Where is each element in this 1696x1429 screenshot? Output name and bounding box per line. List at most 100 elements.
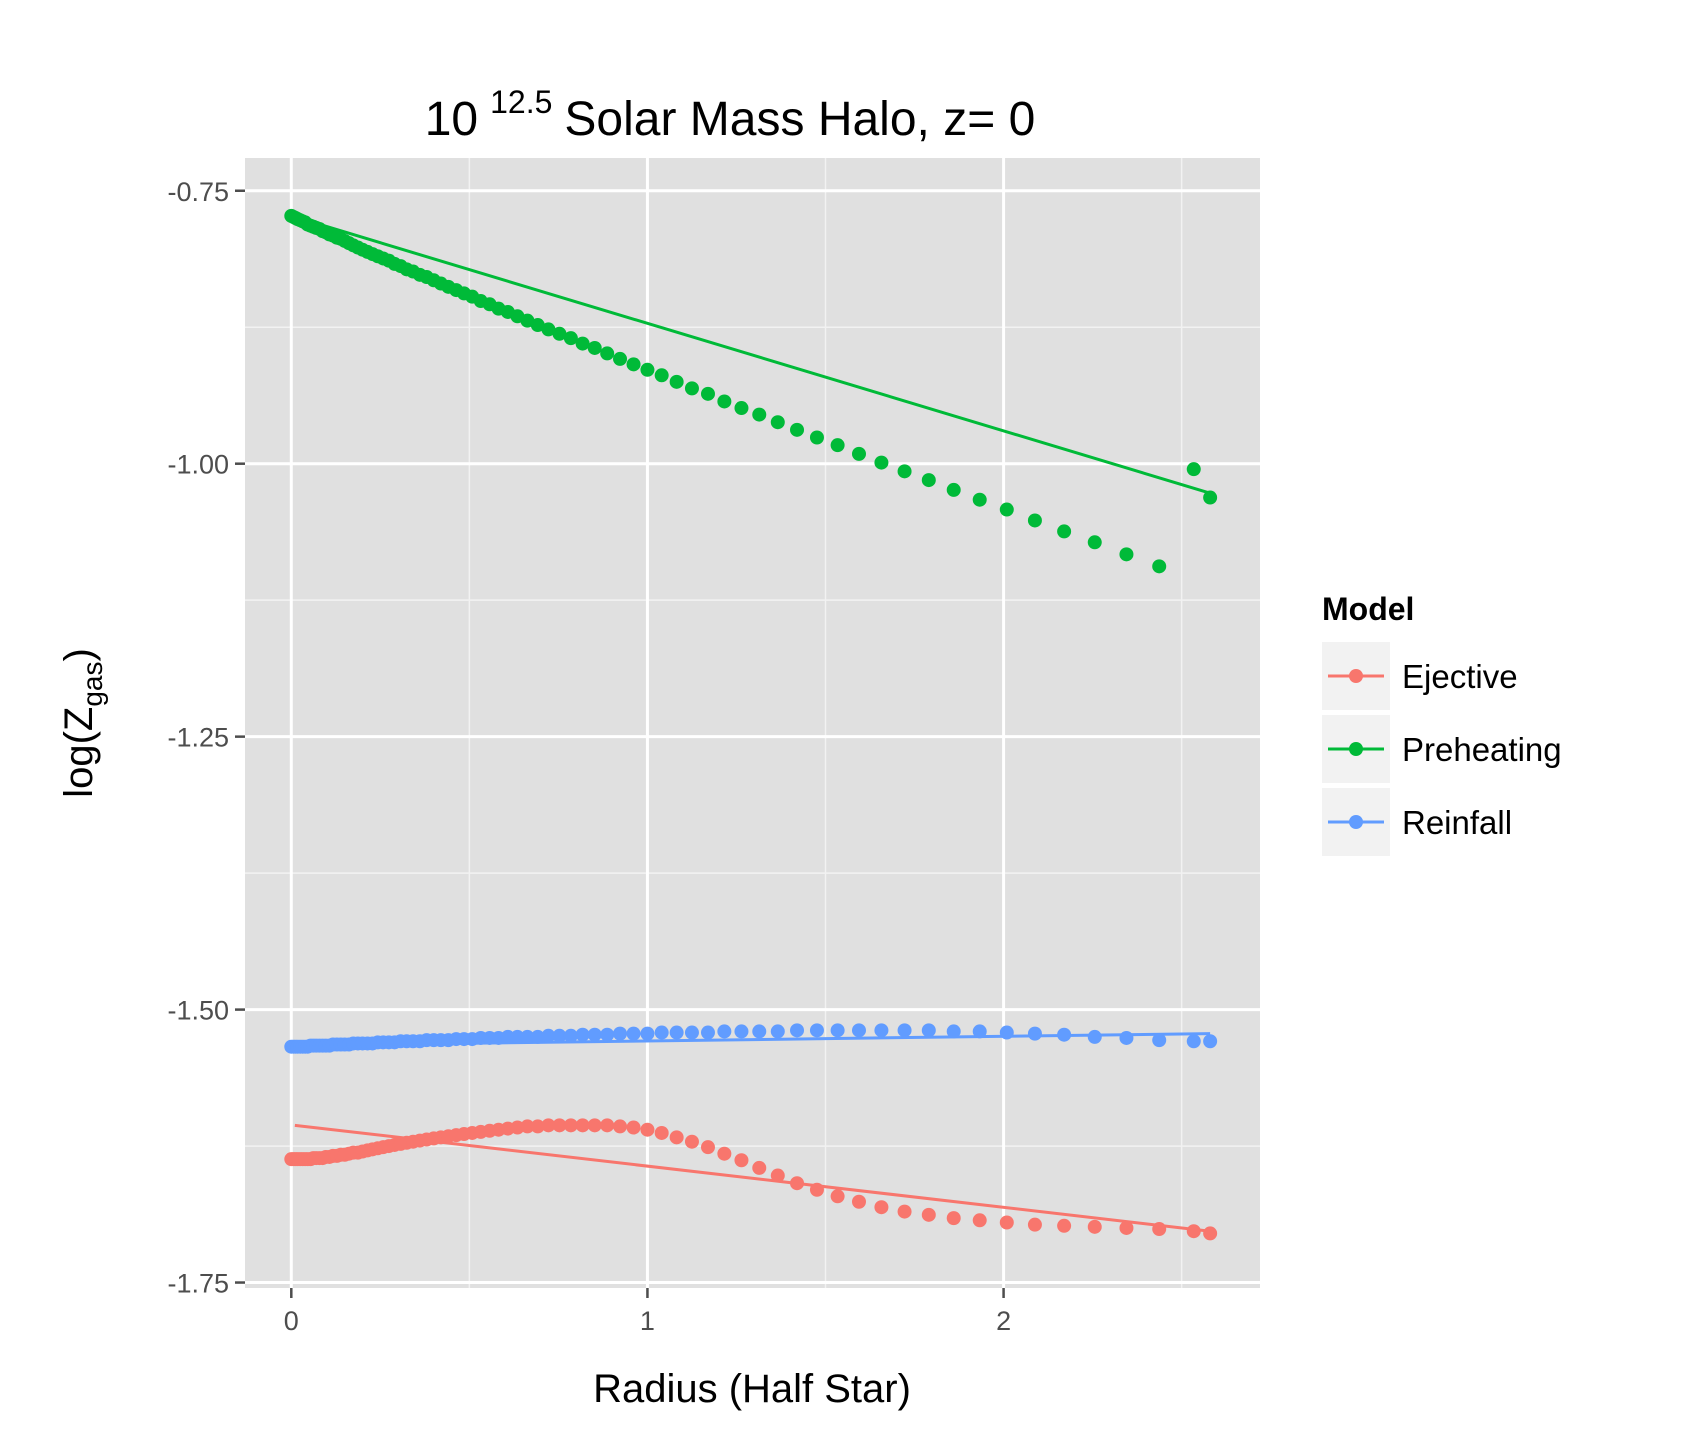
ejective-point [752,1160,767,1175]
ejective-point [552,1118,567,1133]
reinfall-point [921,1023,936,1038]
reinfall-point [654,1025,669,1040]
reinfall-point [790,1023,805,1038]
ejective-point [851,1194,866,1209]
reinfall-point [752,1024,767,1039]
preheating-point [541,322,556,337]
y-title-post: ) [57,648,101,661]
reinfall-point [1186,1034,1201,1049]
preheating-point [752,407,767,422]
preheating-point [654,368,669,383]
ejective-point [770,1168,785,1183]
ejective-point [613,1119,628,1134]
preheating-point [640,362,655,377]
ejective-point [626,1120,641,1135]
reinfall-point [563,1028,578,1043]
x-tick-labels: 0 1 2 [284,1306,1011,1336]
ejective-point [1087,1219,1102,1234]
preheating-point [1203,490,1218,505]
ejective-point [830,1189,845,1204]
preheating-point [684,381,699,396]
preheating-point [851,446,866,461]
reinfall-point [575,1027,590,1042]
reinfall-point [613,1026,628,1041]
reinfall-point [500,1029,515,1044]
reinfall-point [999,1025,1014,1040]
preheating-point [1087,535,1102,550]
axis-ticks [235,189,1005,1298]
preheating-point [809,430,824,445]
ejective-point [520,1119,535,1134]
reinfall-point [946,1024,961,1039]
preheating-fit-line [290,214,1211,495]
reinfall-point [734,1024,749,1039]
reinfall-point [552,1028,567,1043]
ejective-point [669,1130,684,1145]
ejective-point [946,1211,961,1226]
reinfall-point [1087,1029,1102,1044]
ejective-point [1152,1222,1167,1237]
reinfall-point [640,1026,655,1041]
reinfall-point [1057,1027,1072,1042]
y-axis-title: log(Zgas) [57,648,108,798]
x-tick-label: 1 [640,1306,655,1336]
ejective-point [1119,1220,1134,1235]
preheating-point [897,464,912,479]
reinfall-point [972,1024,987,1039]
reinfall-point [541,1028,556,1043]
plot-panel [245,158,1260,1288]
preheating-point [700,386,715,401]
ejective-point [717,1146,732,1161]
reinfall-point [1027,1026,1042,1041]
ejective-point [809,1182,824,1197]
reinfall-point [874,1023,889,1038]
legend-title: Model [1322,591,1414,627]
preheating-point [717,394,732,409]
reinfall-legend-point [1349,815,1363,829]
preheating-point [563,331,578,346]
preheating-point [874,455,889,470]
reinfall-point [530,1029,545,1044]
x-axis-title: Radius (Half Star) [593,1367,911,1411]
ejective-point [734,1153,749,1168]
reinfall-point [851,1023,866,1038]
preheating-point [770,415,785,430]
reinfall-point [717,1024,732,1039]
reinfall-point [684,1025,699,1040]
title-exponent: 12.5 [490,84,552,120]
preheating-point [626,357,641,372]
ejective-point [530,1119,545,1134]
reinfall-point [520,1029,535,1044]
ejective-point [541,1118,556,1133]
ejective-point [999,1215,1014,1230]
reinfall-point [897,1023,912,1038]
preheating-point [600,346,615,361]
reinfall-point [700,1025,715,1040]
ejective-point [1057,1218,1072,1233]
y-tick-label: -1.50 [167,996,229,1026]
legend: Model Ejective Preheating Reinfall [1322,591,1562,856]
data-points [284,208,1218,1241]
preheating-point [575,336,590,351]
reinfall-legend-label: Reinfall [1402,804,1512,841]
preheating-point [790,422,805,437]
ejective-point [874,1200,889,1215]
preheating-point [1186,462,1201,477]
chart-title: 10 12.5 Solar Mass Halo, z= 0 [425,84,1036,146]
reinfall-point [600,1027,615,1042]
reinfall-point [626,1026,641,1041]
preheating-point [1027,513,1042,528]
y-tick-label: -1.00 [167,450,229,480]
reinfall-point [1119,1030,1134,1045]
y-title-sub: gas [77,662,108,707]
y-tick-label: -0.75 [167,177,229,207]
preheating-point [734,401,749,416]
preheating-point [1057,524,1072,539]
ejective-point [563,1118,578,1133]
ejective-point [790,1176,805,1191]
preheating-point [669,374,684,389]
x-tick-label: 0 [284,1306,299,1336]
preheating-point [830,438,845,453]
major-gridlines [245,158,1260,1288]
